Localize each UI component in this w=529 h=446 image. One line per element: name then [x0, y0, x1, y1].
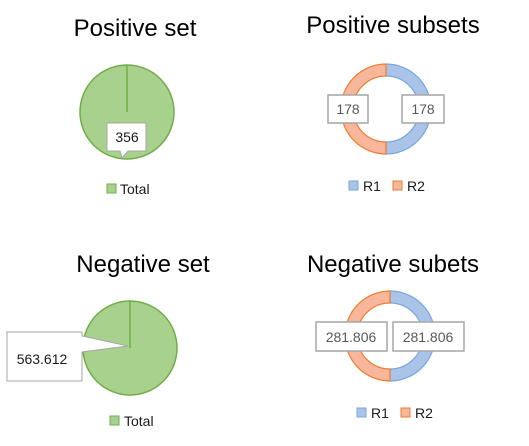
legend: R1 R2 — [348, 178, 425, 194]
legend-swatch-r2 — [392, 180, 403, 191]
data-label: 356 — [115, 129, 139, 145]
legend-label-r2: R2 — [415, 405, 433, 421]
data-label-r2: 178 — [327, 94, 369, 124]
data-label: 281.806 — [326, 329, 377, 345]
legend-swatch-total — [109, 415, 120, 426]
legend: Total — [109, 413, 154, 429]
callout-box — [401, 94, 445, 124]
doughnut-plot — [340, 63, 432, 155]
data-label-r1: 178 — [401, 94, 445, 124]
legend-swatch-r1 — [356, 407, 367, 418]
data-label-r2: 281.806 — [315, 321, 388, 352]
legend-label-total: Total — [124, 413, 154, 429]
legend-label-r2: R2 — [407, 178, 425, 194]
callout-box — [6, 331, 129, 382]
chart-title: Negative subets — [307, 251, 479, 278]
doughnut-segment-r2 — [344, 290, 391, 382]
callout-box — [392, 321, 465, 352]
pie-plot — [82, 300, 178, 396]
data-label: 281.806 — [403, 329, 454, 345]
data-label: 178 — [336, 101, 360, 117]
data-label-r1: 281.806 — [392, 321, 465, 352]
legend: Total — [106, 181, 150, 197]
legend-label-r1: R1 — [371, 405, 389, 421]
chart-positive-subsets: Positive subsets 178 178 R1 R2 — [306, 12, 479, 194]
chart-title: Negative set — [76, 251, 210, 278]
legend-swatch-total — [106, 183, 117, 194]
chart-negative-subsets: Negative subets 281.806 281.806 R1 R2 — [307, 251, 479, 421]
legend-label-r1: R1 — [363, 178, 381, 194]
callout-box — [315, 321, 388, 352]
chart-title: Positive set — [74, 15, 197, 42]
data-label-callout: 563.612 — [6, 331, 129, 382]
doughnut-segment-r2 — [340, 63, 387, 155]
doughnut-plot — [344, 290, 436, 382]
legend-swatch-r2 — [400, 407, 411, 418]
chart-negative-set: Negative set 563.612 Total — [6, 251, 210, 429]
legend: R1 R2 — [356, 405, 433, 421]
chart-title: Positive subsets — [306, 12, 479, 39]
callout-box — [106, 122, 147, 160]
data-label-callout: 356 — [106, 122, 147, 160]
callout-box — [327, 94, 369, 124]
legend-swatch-r1 — [348, 180, 359, 191]
chart-positive-set: Positive set 356 Total — [74, 15, 197, 197]
legend-label-total: Total — [120, 181, 150, 197]
data-label: 178 — [411, 101, 435, 117]
data-label: 563.612 — [17, 351, 68, 367]
pie-plot — [79, 64, 175, 160]
